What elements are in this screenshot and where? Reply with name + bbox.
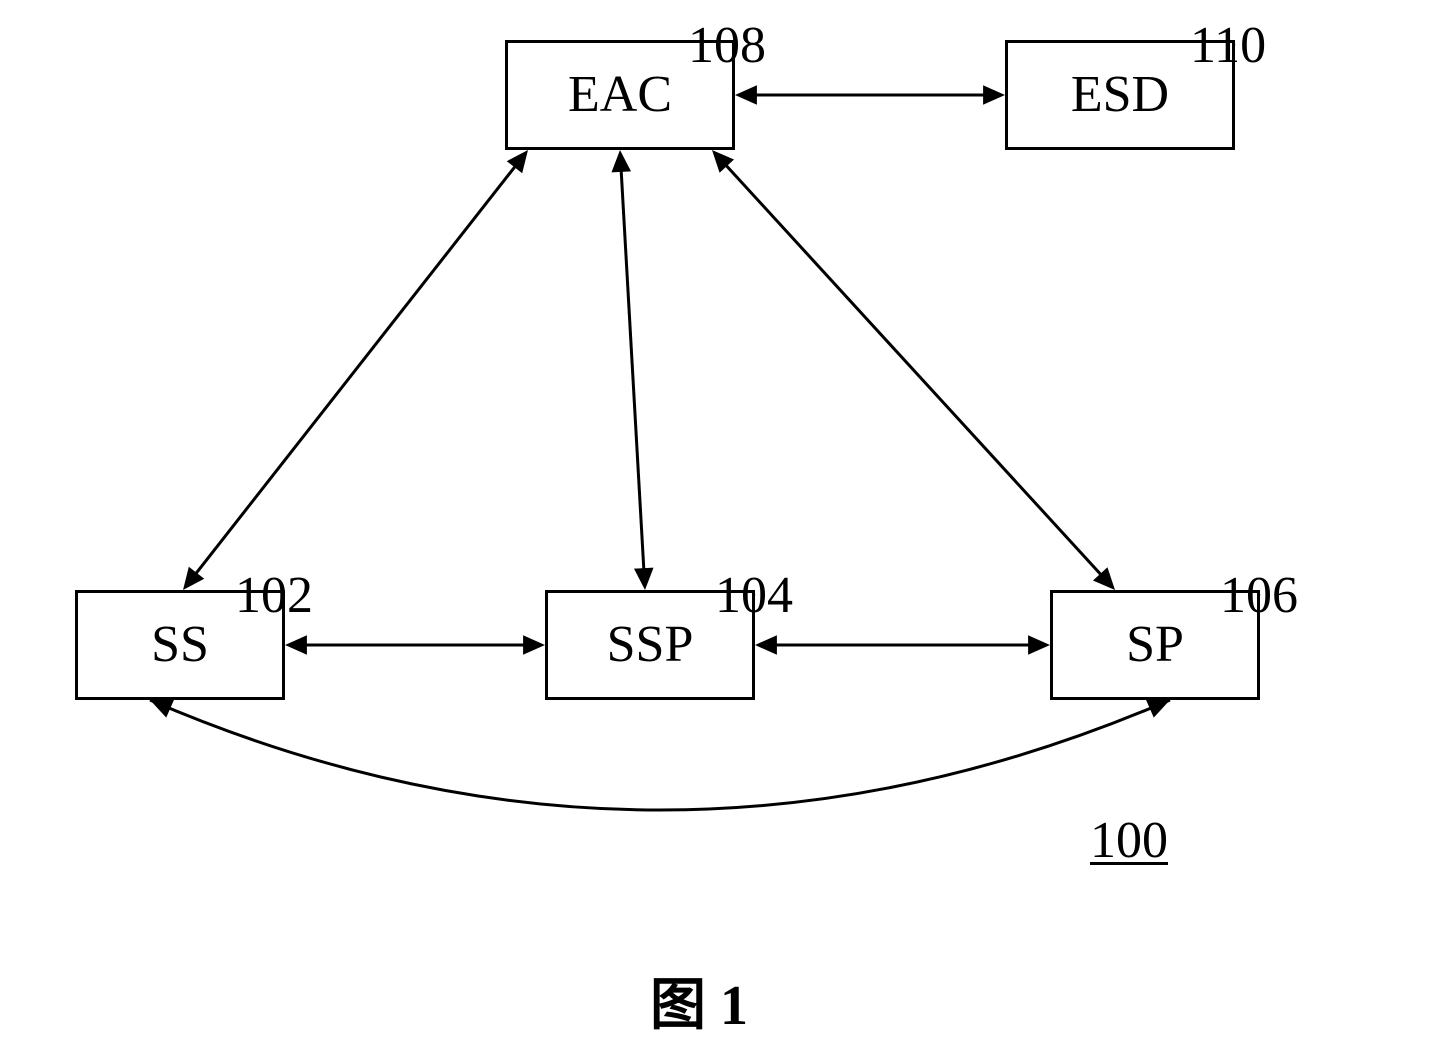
node-esd-text: ESD: [1071, 69, 1169, 121]
edge-layer: [0, 0, 1441, 1054]
diagram-canvas: EAC ESD SS SSP SP 108 110 102 104 106 10…: [0, 0, 1441, 1054]
node-sp-text: SP: [1126, 619, 1184, 671]
label-108: 108: [688, 20, 766, 72]
figure-ref-100: 100: [1090, 815, 1168, 867]
node-eac-text: EAC: [568, 69, 672, 121]
label-102: 102: [235, 570, 313, 622]
label-106: 106: [1220, 570, 1298, 622]
node-ssp-text: SSP: [607, 619, 694, 671]
label-110: 110: [1190, 20, 1266, 72]
figure-caption: 图 1: [650, 960, 748, 1041]
label-104: 104: [715, 570, 793, 622]
node-ss-text: SS: [151, 619, 209, 671]
